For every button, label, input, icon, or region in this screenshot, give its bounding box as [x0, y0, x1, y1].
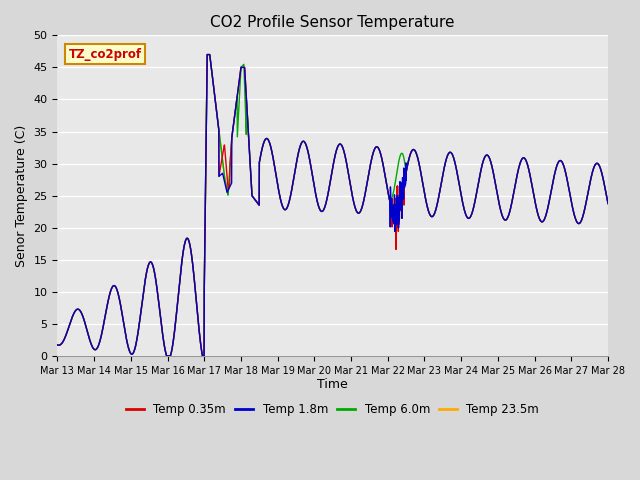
Title: CO2 Profile Sensor Temperature: CO2 Profile Sensor Temperature: [211, 15, 455, 30]
X-axis label: Time: Time: [317, 379, 348, 392]
Y-axis label: Senor Temperature (C): Senor Temperature (C): [15, 124, 28, 267]
Legend: Temp 0.35m, Temp 1.8m, Temp 6.0m, Temp 23.5m: Temp 0.35m, Temp 1.8m, Temp 6.0m, Temp 2…: [122, 398, 544, 420]
Text: TZ_co2prof: TZ_co2prof: [68, 48, 141, 61]
